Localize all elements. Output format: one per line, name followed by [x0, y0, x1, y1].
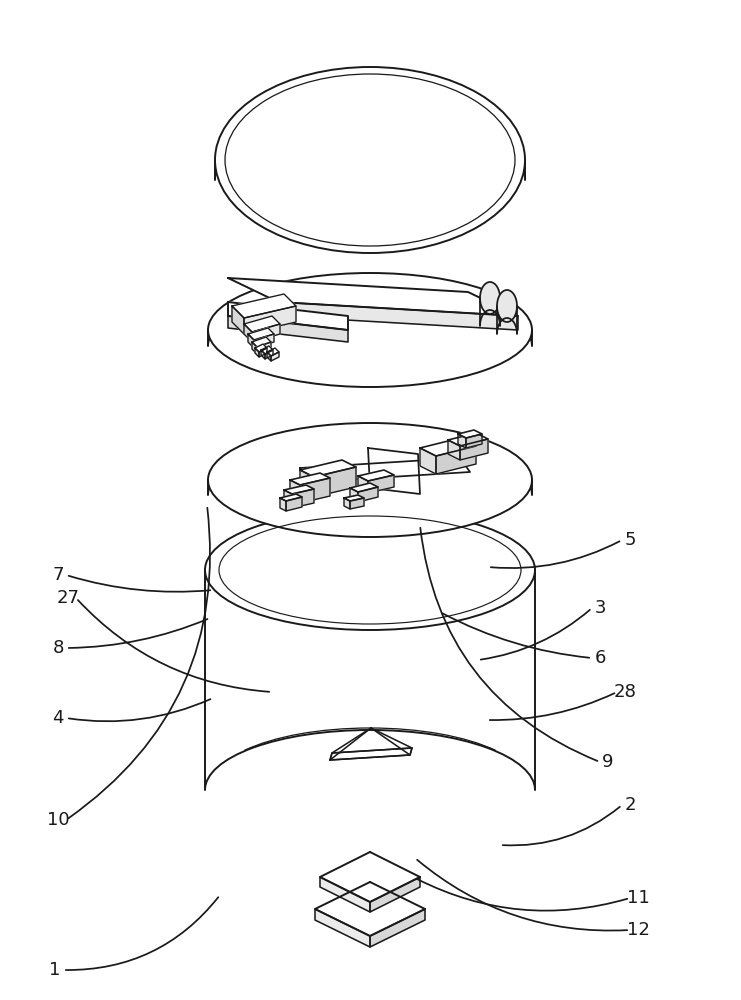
Text: 7: 7 [53, 566, 64, 584]
Polygon shape [244, 306, 296, 334]
Text: 8: 8 [53, 639, 64, 657]
Ellipse shape [497, 290, 517, 322]
Ellipse shape [208, 273, 532, 387]
Text: 12: 12 [627, 921, 649, 939]
Text: 28: 28 [614, 683, 637, 701]
Text: 3: 3 [594, 599, 605, 617]
Polygon shape [458, 430, 482, 438]
Polygon shape [290, 473, 330, 485]
Polygon shape [350, 488, 358, 502]
Polygon shape [244, 316, 280, 332]
Text: 5: 5 [624, 531, 636, 549]
Polygon shape [448, 433, 488, 446]
Polygon shape [259, 348, 267, 357]
Polygon shape [255, 348, 259, 357]
Polygon shape [436, 446, 476, 474]
Polygon shape [257, 342, 271, 354]
Polygon shape [368, 448, 420, 494]
Polygon shape [252, 337, 271, 347]
Polygon shape [267, 352, 271, 361]
Polygon shape [248, 328, 274, 340]
Polygon shape [244, 324, 252, 342]
Polygon shape [350, 498, 364, 509]
Polygon shape [466, 434, 482, 448]
Polygon shape [265, 350, 273, 359]
Text: 1: 1 [50, 961, 61, 979]
Ellipse shape [225, 74, 515, 246]
Polygon shape [330, 748, 412, 760]
Polygon shape [248, 334, 254, 348]
Polygon shape [315, 909, 370, 947]
Polygon shape [278, 302, 518, 330]
Polygon shape [292, 489, 314, 508]
Polygon shape [300, 460, 356, 477]
Polygon shape [271, 352, 279, 361]
Polygon shape [300, 458, 470, 482]
Polygon shape [252, 342, 257, 354]
Polygon shape [350, 483, 378, 492]
Polygon shape [300, 470, 314, 497]
Polygon shape [358, 470, 394, 481]
Polygon shape [420, 448, 436, 474]
Polygon shape [314, 467, 356, 497]
Text: 2: 2 [624, 796, 636, 814]
Polygon shape [330, 748, 412, 760]
Text: 27: 27 [56, 589, 79, 607]
Polygon shape [370, 909, 425, 947]
Polygon shape [261, 350, 265, 359]
Polygon shape [228, 302, 348, 330]
Text: 4: 4 [53, 709, 64, 727]
Polygon shape [280, 498, 286, 511]
Polygon shape [344, 495, 364, 501]
Polygon shape [420, 438, 476, 456]
Polygon shape [280, 494, 302, 501]
Polygon shape [320, 852, 420, 902]
Polygon shape [228, 316, 348, 342]
Polygon shape [368, 475, 394, 493]
Polygon shape [284, 485, 314, 494]
Polygon shape [261, 346, 273, 354]
Text: 9: 9 [602, 753, 614, 771]
Polygon shape [252, 324, 280, 342]
Polygon shape [290, 480, 300, 503]
Text: 6: 6 [594, 649, 605, 667]
Polygon shape [358, 476, 368, 493]
Ellipse shape [480, 282, 500, 314]
Polygon shape [370, 877, 420, 912]
Ellipse shape [208, 423, 532, 537]
Text: 11: 11 [627, 889, 649, 907]
Polygon shape [358, 487, 378, 502]
Polygon shape [315, 882, 425, 936]
Polygon shape [460, 439, 488, 460]
Ellipse shape [205, 510, 535, 630]
Polygon shape [228, 278, 518, 316]
Polygon shape [255, 344, 267, 352]
Polygon shape [254, 334, 274, 348]
Polygon shape [286, 497, 302, 511]
Polygon shape [320, 877, 370, 912]
Polygon shape [232, 306, 244, 334]
Polygon shape [300, 478, 330, 503]
Ellipse shape [215, 67, 525, 253]
Polygon shape [448, 440, 460, 460]
Polygon shape [284, 490, 292, 508]
Text: 10: 10 [47, 811, 70, 829]
Polygon shape [232, 294, 296, 318]
Polygon shape [267, 348, 279, 356]
Polygon shape [458, 434, 466, 448]
Polygon shape [344, 498, 350, 509]
